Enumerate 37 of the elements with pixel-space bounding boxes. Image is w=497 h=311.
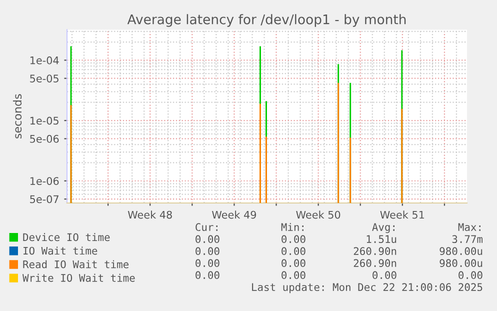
text: 1.51u xyxy=(366,235,396,244)
text: 0.00 xyxy=(282,235,306,244)
text: Avg: xyxy=(372,223,394,234)
text: 0.00 xyxy=(282,259,306,268)
y-tick-label: 5e-06 xyxy=(30,134,59,143)
legend-label: IO Wait time xyxy=(24,246,98,255)
text: 0.00 xyxy=(282,247,306,256)
text: 260.90n xyxy=(354,259,396,268)
text: 0.00 xyxy=(372,271,396,280)
text: 0.00 xyxy=(196,247,220,256)
text: Last update: Mon Dec 22 21:00:06 2025 xyxy=(252,282,482,294)
text: 0.00 xyxy=(196,271,220,280)
text: 980.00u xyxy=(440,247,482,256)
text: 980.00u xyxy=(440,259,482,268)
text: Cur: xyxy=(196,223,218,232)
y-tick-label: 1e-04 xyxy=(30,56,59,64)
chart-title: Average latency for /dev/loop1 - by month xyxy=(127,14,406,27)
text: Min: xyxy=(281,222,304,231)
y-tick-label: 5e-05 xyxy=(30,74,58,82)
x-tick-label: Week 51 xyxy=(380,210,424,219)
legend-label: Write IO Wait time xyxy=(22,274,135,282)
legend-label: Device IO time xyxy=(23,233,110,242)
legend-label: Read IO Wait time xyxy=(23,260,128,268)
text: 260.90n xyxy=(354,247,396,256)
text: 3.77m xyxy=(452,235,483,244)
text: 0.00 xyxy=(282,271,306,280)
x-tick-label: Week 49 xyxy=(212,210,256,219)
y-tick-label: 1e-06 xyxy=(30,177,59,185)
y-axis-title: seconds xyxy=(13,94,22,138)
x-tick-label: Week 50 xyxy=(296,210,340,219)
text: 0.00 xyxy=(196,259,220,268)
text: Max: xyxy=(458,223,480,232)
x-tick-label: Week 48 xyxy=(128,210,172,219)
text: 0.00 xyxy=(458,271,482,280)
y-tick-label: 1e-05 xyxy=(30,116,58,125)
text: 0.00 xyxy=(196,235,220,244)
y-tick-label: 5e-07 xyxy=(30,195,58,204)
